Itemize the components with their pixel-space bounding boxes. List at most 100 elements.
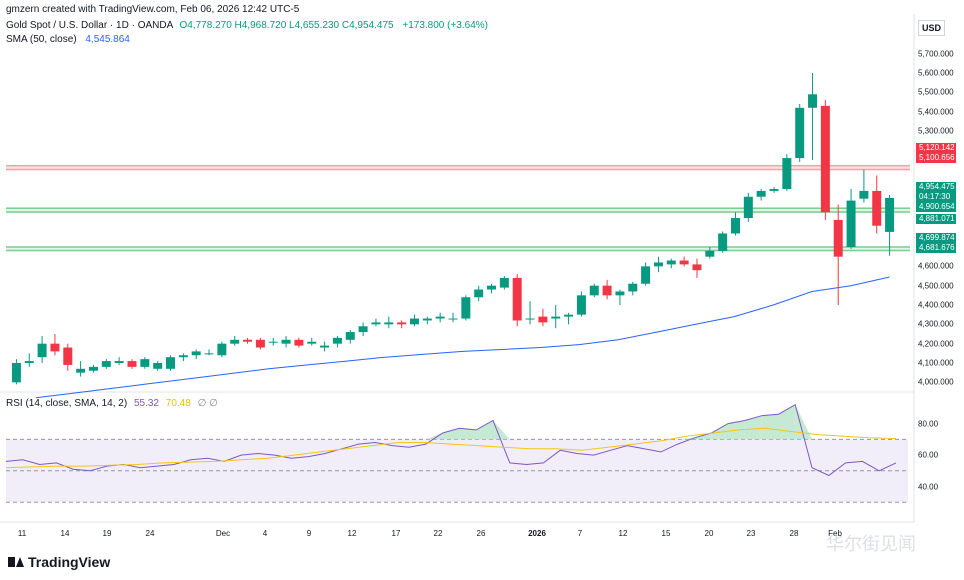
candle-up	[666, 260, 676, 265]
price-tick-label: 4,600.000	[918, 261, 954, 271]
price-tick-label: 4,300.000	[918, 319, 954, 329]
time-tick-label: 12	[618, 529, 628, 538]
price-tick-label: 4,000.000	[918, 377, 954, 387]
rsi-overbought-fill	[795, 404, 813, 440]
rsi-legend: RSI (14, close, SMA, 14, 2) 55.32 70.48 …	[6, 398, 218, 409]
candle-down	[397, 322, 407, 325]
symbol-title: Gold Spot / U.S. Dollar · 1D · OANDA	[6, 20, 173, 31]
candle-up	[371, 322, 381, 325]
time-tick-label: 2026	[528, 529, 546, 538]
time-tick-label: Feb	[828, 529, 842, 538]
rsi-tick-label: 80.00	[918, 419, 939, 429]
candle-up	[140, 359, 150, 367]
candle-up	[769, 189, 779, 191]
candle-down	[679, 260, 689, 265]
candle-up	[499, 277, 509, 288]
candle-up	[307, 341, 317, 344]
candle-down	[127, 361, 137, 367]
candle-up	[384, 322, 394, 325]
rsi-value: 55.32	[133, 398, 159, 409]
price-badge: 4,881.071	[916, 214, 956, 224]
candle-up	[743, 196, 753, 218]
candle-down	[872, 190, 882, 226]
candle-up	[448, 318, 458, 320]
candle-up	[37, 343, 47, 358]
time-tick-label: 17	[391, 529, 401, 538]
candle-up	[576, 295, 586, 315]
candle-up	[730, 218, 740, 234]
rsi-overbought-fill	[442, 428, 460, 440]
rsi-overbought-fill	[711, 423, 729, 440]
time-tick-label: 19	[102, 529, 112, 538]
candle-up	[332, 337, 342, 344]
candle-down	[538, 316, 548, 323]
price-tick-label: 4,500.000	[918, 281, 954, 291]
candle-up	[345, 332, 355, 340]
created-by-note: gmzern created with TradingView.com, Feb…	[6, 4, 300, 15]
sma-label: SMA (50, close)	[6, 34, 77, 45]
rsi-sma-value: 70.48	[165, 398, 191, 409]
tradingview-brand: TradingView	[8, 554, 110, 570]
candle-down	[50, 343, 60, 352]
candle-up	[204, 353, 214, 355]
rsi-overbought-fill	[425, 433, 443, 440]
currency-label[interactable]: USD	[918, 20, 946, 36]
candle-up	[718, 233, 728, 251]
time-tick-label: 11	[17, 529, 27, 538]
level-zone-resistance	[6, 164, 910, 171]
candle-up	[409, 318, 419, 325]
candle-up	[782, 158, 792, 189]
candle-down	[833, 219, 843, 257]
price-badge: 4,681.676	[916, 243, 956, 253]
rsi-extra: ∅ ∅	[197, 398, 218, 409]
candle-up	[178, 355, 188, 358]
candle-up	[11, 363, 21, 383]
candle-up	[268, 341, 278, 343]
price-badge: 5,120.142	[916, 143, 956, 153]
ohlc-values: O4,778.270 H4,968.720 L4,655.230 C4,954.…	[179, 20, 394, 31]
time-tick-label: 4	[262, 529, 268, 538]
candle-up	[435, 316, 445, 319]
candle-up	[564, 314, 574, 317]
price-badge: 4,699.874	[916, 233, 956, 243]
price-change: +173.800 (+3.64%)	[402, 20, 488, 31]
level-zone-support-2	[6, 246, 910, 252]
candle-up	[705, 250, 715, 257]
price-badge: 4,900.654	[916, 202, 956, 212]
price-tick-label: 4,400.000	[918, 300, 954, 310]
rsi-sma-line	[5, 427, 897, 469]
candle-up	[589, 285, 599, 296]
sma-value: 4,545.864	[85, 34, 130, 45]
candle-up	[756, 190, 766, 197]
symbol-legend: Gold Spot / U.S. Dollar · 1D · OANDA O4,…	[6, 20, 488, 31]
price-tick-label: 5,300.000	[918, 126, 954, 136]
time-tick-label: 12	[347, 529, 357, 538]
candle-up	[24, 361, 34, 363]
time-tick-label: 24	[145, 529, 155, 538]
sma-legend: SMA (50, close) 4,545.864	[6, 34, 130, 45]
time-tick-label: 26	[476, 529, 486, 538]
rsi-overbought-fill	[459, 428, 477, 440]
candle-up	[628, 283, 638, 292]
candle-up	[461, 297, 471, 319]
time-tick-label: 23	[746, 529, 756, 538]
price-tick-label: 5,400.000	[918, 107, 954, 117]
candle-up	[846, 200, 856, 247]
candle-up	[114, 361, 124, 363]
candle-up	[281, 339, 291, 344]
candle-up	[422, 318, 432, 321]
time-tick-label: 20	[704, 529, 714, 538]
time-tick-label: 28	[789, 529, 799, 538]
candle-up	[487, 285, 497, 290]
candle-up	[191, 351, 201, 356]
candle-up	[153, 363, 163, 369]
rsi-tick-label: 60.00	[918, 450, 939, 460]
time-tick-label: 7	[577, 529, 583, 538]
time-tick-label: 14	[60, 529, 70, 538]
candle-up	[358, 326, 368, 333]
rsi-tick-label: 40.00	[918, 482, 939, 492]
candle-up	[76, 368, 86, 373]
time-tick-label: 9	[306, 529, 312, 538]
rsi-label: RSI (14, close, SMA, 14, 2)	[6, 398, 128, 409]
